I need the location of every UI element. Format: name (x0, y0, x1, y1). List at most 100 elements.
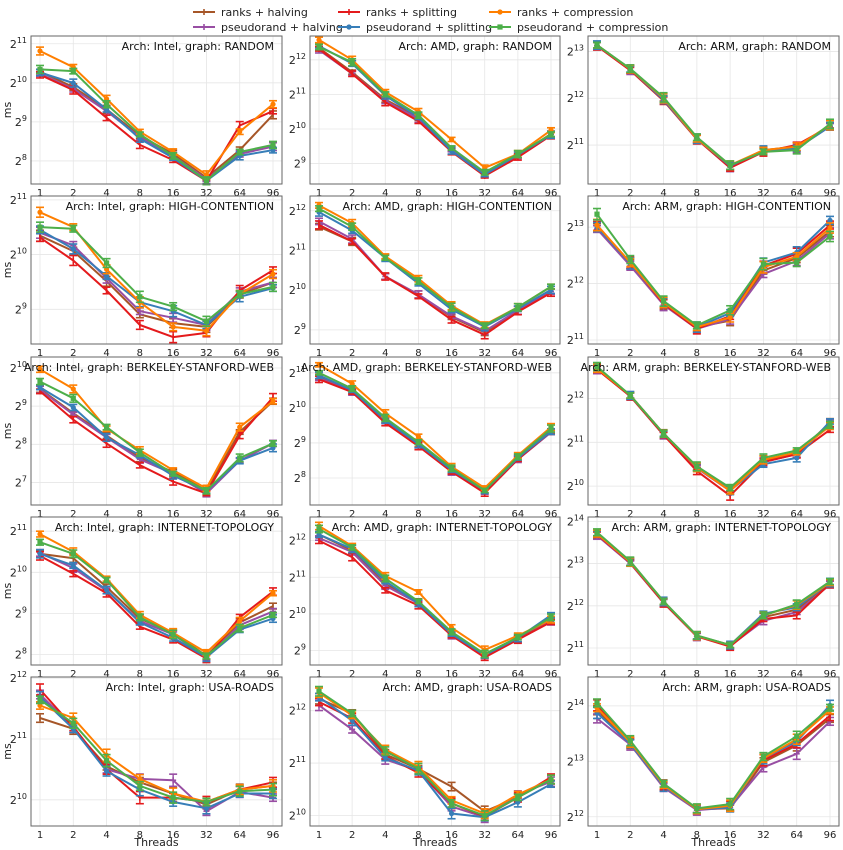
x-tick-label: 96 (545, 509, 558, 520)
series-line (39, 386, 274, 492)
marker (37, 551, 43, 557)
y-axis-label: ms (1, 423, 14, 440)
x-tick-label: 2 (349, 509, 355, 520)
marker (203, 805, 210, 811)
series-line (39, 541, 274, 657)
panel: Arch: Intel, graph: BERKELEY-STANFORD-WE… (1, 356, 283, 520)
marker (37, 48, 43, 54)
x-tick-label: 4 (382, 348, 388, 359)
x-tick-label: 96 (824, 188, 837, 199)
x-tick-label: 1 (37, 830, 43, 841)
x-tick-label: 64 (511, 348, 524, 359)
panel: Arch: ARM, graph: RANDOM 211 212 213 1 2 4 8 16 3… (567, 35, 840, 199)
marker (448, 304, 455, 310)
x-tick-label: 64 (790, 509, 803, 520)
x-tick-label: 2 (70, 188, 76, 199)
plot-frame (30, 35, 283, 185)
marker (660, 598, 667, 605)
marker (37, 697, 43, 703)
x-tick-label: 64 (790, 830, 803, 841)
x-tick-label: 16 (724, 830, 737, 841)
marker (37, 366, 43, 372)
marker (103, 758, 110, 764)
x-tick-label: 8 (694, 830, 700, 841)
series-line (318, 211, 552, 328)
marker (37, 209, 43, 215)
plot-frame (309, 356, 561, 506)
marker (794, 259, 800, 266)
marker (103, 768, 110, 774)
x-tick-label: 16 (167, 509, 180, 520)
marker (70, 404, 76, 411)
panel-title: Arch: AMD, graph: HIGH-CONTENTION (342, 200, 552, 213)
x-tick-label: 2 (349, 348, 355, 359)
plot-area (310, 357, 560, 505)
marker (548, 131, 554, 137)
panel-title: Arch: ARM, graph: INTERNET-TOPOLOGY (612, 521, 832, 534)
x-tick-label: 4 (660, 188, 666, 199)
x-tick-label: 32 (757, 188, 770, 199)
x-tick-label: 8 (137, 830, 143, 841)
marker (694, 632, 700, 638)
panel: Arch: AMD, graph: INTERNET-TOPOLOGY 29 210… (289, 516, 561, 680)
y-tick-label: 211 (567, 434, 584, 449)
marker (137, 783, 143, 789)
series-line (318, 45, 552, 174)
series-line (39, 551, 274, 659)
marker (827, 705, 833, 711)
panel-title: Arch: AMD, graph: BERKELEY-STANFORD-WEB (301, 361, 552, 374)
y-tick-label: 212 (289, 203, 306, 218)
marker (203, 799, 210, 805)
y-tick-label: 212 (289, 533, 306, 548)
marker (660, 781, 667, 787)
marker (415, 112, 422, 118)
series (315, 369, 555, 494)
marker (515, 304, 521, 310)
marker (37, 539, 43, 545)
x-tick-label: 96 (545, 188, 558, 199)
series (593, 361, 834, 492)
marker (349, 385, 355, 392)
panel-title: Arch: Intel, graph: INTERNET-TOPOLOGY (55, 521, 274, 534)
x-tick-label: 16 (724, 509, 737, 520)
y-tick-label: 214 (567, 513, 584, 528)
marker (170, 631, 176, 637)
marker (103, 101, 110, 107)
series (36, 221, 277, 328)
marker (316, 362, 322, 368)
marker (70, 68, 76, 74)
marker (70, 720, 76, 726)
y-tick-label: 210 (289, 400, 306, 415)
series-line (596, 365, 831, 489)
marker (415, 766, 422, 772)
x-tick-label: 8 (137, 509, 143, 520)
marker (760, 149, 767, 155)
series (36, 64, 277, 186)
marker (382, 91, 388, 97)
x-tick-label: 32 (757, 830, 770, 841)
x-tick-label: 64 (511, 830, 524, 841)
marker (137, 614, 143, 620)
plot-area (588, 36, 839, 184)
marker (382, 755, 388, 761)
legend-label: ranks + halving (221, 6, 308, 19)
y-tick-label: 28 (15, 647, 27, 662)
marker (515, 151, 521, 157)
series (315, 524, 555, 659)
y-tick-label: 210 (289, 282, 306, 297)
x-tick-label: 8 (137, 669, 143, 680)
marker (237, 455, 243, 461)
marker (170, 324, 176, 330)
x-tick-label: 1 (37, 348, 43, 359)
y-tick-label: 211 (289, 569, 306, 584)
y-tick-label: 28 (15, 436, 27, 451)
panel-title: Arch: Intel, graph: HIGH-CONTENTION (66, 200, 274, 213)
panel-title: Arch: ARM, graph: BERKELEY-STANFORD-WEB (581, 361, 831, 374)
marker (727, 307, 733, 313)
y-tick-label: 211 (10, 523, 27, 538)
y-tick-label: 212 (567, 809, 584, 824)
y-tick-label: 212 (567, 598, 584, 613)
x-tick-label: 64 (511, 669, 524, 680)
legend-label: pseudorand + compression (517, 21, 668, 34)
